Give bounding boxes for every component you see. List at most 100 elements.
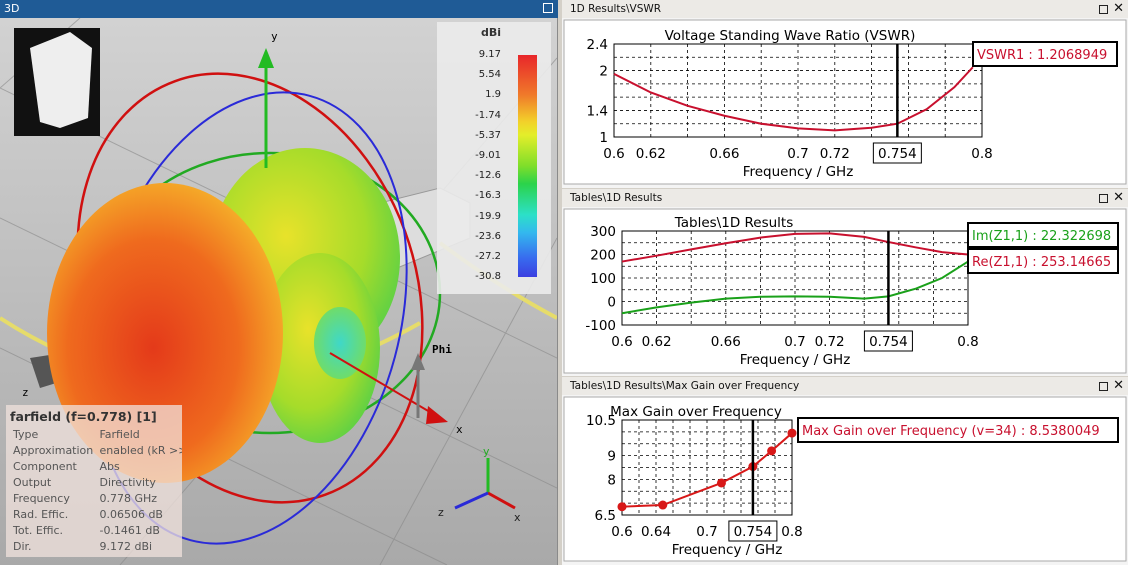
colorbar-tick-label: -9.01 [475,150,501,161]
close-icon[interactable]: ✕ [1113,378,1124,393]
info-row: Type Farfield [6,427,182,443]
axis-label-x: x [456,423,463,436]
x-axis-arrow [329,352,441,419]
panel-title: Tables\1D Results [570,192,663,204]
info-row: Output Directivity [6,475,182,491]
close-icon[interactable]: ✕ [1113,1,1124,16]
y-tick-label: 2.4 [587,37,608,53]
panel-title: 1D Results\VSWR [570,3,662,15]
y-tick-label: 1.4 [587,103,608,119]
phi-arrowhead [411,353,425,370]
series-line [621,260,969,315]
legend-text: VSWR1 : 1.2068949 [977,48,1107,63]
y-tick-label: 0 [607,295,616,311]
info-key: Output [13,476,52,489]
plot-frame [621,419,793,516]
info-rows: Type Farfield Approximation enabled (kR >> … [6,427,182,555]
info-row: Dir. 9.172 dBi [6,539,182,555]
data-point [787,428,797,438]
legend-text: Re(Z1,1) : 253.14665 [972,255,1111,270]
data-point [617,502,627,512]
info-key: Rad. Effic. [13,508,69,521]
farfield-info-panel: farfield (f=0.778) [1] Type Farfield Appro… [6,405,182,557]
x-axis-label: Frequency / GHz [672,542,783,558]
info-row: Approximation enabled (kR >> 1) [6,443,182,459]
info-key: Component [13,460,77,473]
colorbar-tick-label: 9.17 [478,49,501,60]
x-tick-label: 0.7 [787,146,808,162]
legend-box [967,248,1119,274]
lobe-null [314,307,366,379]
x-tick-label: 0.8 [957,334,978,350]
maximize-icon[interactable] [1099,382,1108,391]
data-point [716,478,726,488]
impedance-chart[interactable]: Tables\1D Results 0.6 0.62 0.66 0.7 0.72 0.8 -1… [562,207,1128,376]
marker-value: 0.754 [869,334,908,350]
tables-panel: Tables\1D Results ✕ Tables\1D Results 0.6 0… [562,189,1128,376]
series-line [621,232,969,263]
colorbar-tick-label: -23.6 [475,230,501,242]
y-axis-arrowhead [258,48,274,68]
vswr-panel: 1D Results\VSWR ✕ Voltage Standing Wave R… [562,0,1128,188]
legend-text: Max Gain over Frequency (v=34) : 8.53800… [802,424,1100,439]
colorbar-tick-label: -16.3 [475,190,501,202]
maximize-icon[interactable] [543,3,553,13]
3d-view-panel: 3D y x z Phi y x z dBi 9.17 5.54 1.9 -1.74 -… [0,0,558,565]
colorbar-tick-label: -5.37 [475,129,501,141]
orientation-triad: y x z [438,445,521,524]
series-line [621,432,793,508]
plot-frame [613,43,983,138]
vswr-chart[interactable]: Voltage Standing Wave Ratio (VSWR) 0.6 0.6… [562,18,1128,188]
y-tick-label: 1 [599,130,608,146]
legend-box [972,41,1118,67]
info-key: Frequency [13,492,70,505]
3d-panel-title-bar: 3D [0,0,558,18]
data-point [658,500,668,510]
max-gain-chart[interactable]: Max Gain over Frequency 0.6 0.64 0.7 0.8 6.5 8… [562,395,1128,565]
info-row: Rad. Effic. 0.06506 dB [6,507,182,523]
phi-label: Phi [432,343,452,356]
y-tick-label: 200 [590,248,616,264]
colorbar-unit: dBi [481,26,502,39]
triad-label-z: z [438,506,444,519]
maximize-icon[interactable] [1099,5,1108,14]
marker-box [872,142,922,164]
x-tick-label: 0.6 [611,334,632,350]
x-tick-label: 0.6 [611,524,632,540]
y-tick-label: 10.5 [586,413,616,429]
info-key: Dir. [13,540,32,553]
close-icon[interactable]: ✕ [1113,190,1124,205]
x-tick-label: 0.6 [603,146,624,162]
colorbar-tick-label: -12.6 [475,170,501,182]
x-tick-label: 0.7 [784,334,805,350]
gain-panel: Tables\1D Results\Max Gain over Frequenc… [562,377,1128,565]
marker-box [728,520,778,542]
info-key: Approximation [13,444,94,457]
triad-label-y: y [483,445,490,458]
colorbar-tick-label: -27.2 [475,251,501,262]
x-tick-label: 0.66 [709,146,739,162]
y-tick-label: 2 [599,64,608,80]
plot-frame [621,230,969,326]
info-value: Directivity [99,476,156,489]
colorbar-legend: dBi 9.17 5.54 1.9 -1.74 -5.37 -9.01 -12.6 -16.3… [437,22,551,294]
x-tick-label: 0.8 [971,146,992,162]
maximize-icon[interactable] [1099,194,1108,203]
panel-title-bar: Tables\1D Results ✕ [562,189,1128,207]
colorbar-tick-label: 1.9 [485,89,501,101]
panel-title: Tables\1D Results\Max Gain over Frequenc… [570,380,800,392]
y-tick-label: 8 [607,472,616,488]
info-value: -0.1461 dB [99,524,160,537]
x-tick-label: 0.66 [711,334,741,350]
y-tick-label: 6.5 [595,508,616,524]
x-tick-label: 0.62 [642,334,672,350]
x-axis-arrowhead [426,406,448,424]
axis-label-y: y [271,30,278,43]
colorbar-tick-label: 5.54 [478,69,501,81]
marker-value: 0.754 [734,524,773,540]
info-row: Tot. Effic. -0.1461 dB [6,523,182,539]
info-row: Component Abs [6,459,182,475]
chart-title: Voltage Standing Wave Ratio (VSWR) [665,28,916,44]
triad-label-x: x [514,511,521,524]
series-line [613,66,974,132]
